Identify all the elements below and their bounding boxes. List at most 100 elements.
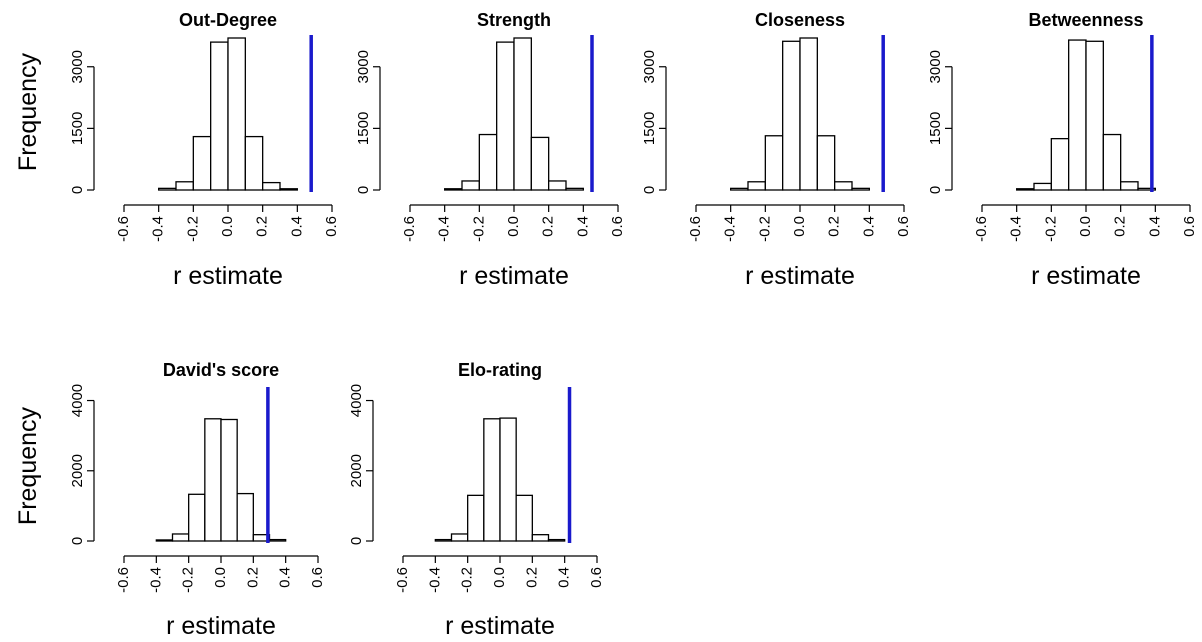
histogram-bar xyxy=(175,181,194,191)
x-tick-label: 0.4 xyxy=(1146,216,1163,237)
y-tick-label: 0 xyxy=(348,537,365,545)
y-tick-label: 3000 xyxy=(641,50,658,83)
x-tick-label: 0.4 xyxy=(860,216,877,237)
x-tick-label: -0.6 xyxy=(973,216,990,242)
x-tick-label: 0.2 xyxy=(540,216,557,237)
x-tick-label: 0.2 xyxy=(523,567,540,588)
x-tick-label: 0.0 xyxy=(791,216,808,237)
histogram-bar xyxy=(1120,181,1139,191)
x-tick-label: 0.0 xyxy=(491,567,508,588)
histogram-bar xyxy=(236,492,254,542)
y-tick-label: 2000 xyxy=(348,454,365,487)
x-tick-label: 0.0 xyxy=(212,567,229,588)
histogram-bar xyxy=(515,494,533,542)
histogram-bar xyxy=(782,40,801,191)
histogram-panel: David's score -0.6 -0.4 -0.2 0.0 0.2 0.4 0.6 0 20… xyxy=(14,360,326,640)
histogram-bar xyxy=(499,417,517,542)
histogram-bar xyxy=(155,539,174,542)
panel-title: David's score xyxy=(163,360,279,380)
x-tick-label: 0.4 xyxy=(556,567,573,588)
y-tick-label: 0 xyxy=(355,186,372,194)
x-axis-label: r estimate xyxy=(173,262,283,290)
x-axis-label: r estimate xyxy=(1031,262,1141,290)
histogram-bar xyxy=(210,41,229,191)
x-tick-label: -0.2 xyxy=(756,216,773,242)
histogram-bar xyxy=(531,534,550,542)
y-tick-label: 0 xyxy=(69,186,86,194)
y-tick-label: 0 xyxy=(69,537,86,545)
y-tick-label: 3000 xyxy=(355,50,372,83)
x-tick-label: 0.2 xyxy=(1112,216,1129,237)
x-tick-label: 0.6 xyxy=(609,216,626,237)
histogram-bar xyxy=(730,187,749,191)
histogram-bar xyxy=(1137,187,1156,191)
histogram-bar xyxy=(1102,133,1122,191)
x-tick-label: -0.6 xyxy=(394,567,411,593)
histogram-bar xyxy=(450,533,469,542)
histogram-bar xyxy=(1016,188,1035,191)
panel-title: Out-Degree xyxy=(179,10,277,30)
histogram-bar xyxy=(268,538,287,542)
panel-title: Betweenness xyxy=(1028,10,1143,30)
x-tick-label: -0.2 xyxy=(459,567,476,593)
histogram-panel: Elo-rating -0.6 -0.4 -0.2 0.0 0.2 0.4 0.6 0 2000 4… xyxy=(348,360,605,640)
x-tick-label: -0.4 xyxy=(426,567,443,593)
x-tick-label: -0.4 xyxy=(722,216,739,242)
x-tick-label: 0.6 xyxy=(895,216,912,237)
y-tick-label: 4000 xyxy=(69,384,86,417)
x-tick-label: -0.6 xyxy=(687,216,704,242)
histogram-panel: Strength -0.6 -0.4 -0.2 0.0 0.2 0.4 0.6 0 1500 300… xyxy=(355,10,626,290)
panel-title: Closeness xyxy=(755,10,845,30)
y-tick-label: 1500 xyxy=(927,112,944,145)
histogram-bar xyxy=(548,180,567,191)
histogram-bar xyxy=(434,538,453,542)
histogram-bar xyxy=(1068,39,1087,191)
y-tick-label: 1500 xyxy=(355,112,372,145)
histogram-panel: Closeness -0.6 -0.4 -0.2 0.0 0.2 0.4 0.6 0 1500 30… xyxy=(641,10,912,290)
histogram-bar xyxy=(204,418,222,542)
histogram-bar xyxy=(1050,137,1070,191)
y-tick-label: 1500 xyxy=(69,112,86,145)
histogram-bar xyxy=(244,135,264,191)
histogram-bar xyxy=(764,135,784,191)
histogram-bar xyxy=(192,135,212,191)
histogram-bar xyxy=(158,187,177,191)
histogram-bar xyxy=(478,133,498,191)
y-tick-label: 3000 xyxy=(69,50,86,83)
histogram-bar xyxy=(171,533,190,542)
panel-title: Strength xyxy=(477,10,551,30)
histogram-panel: Betweenness -0.6 -0.4 -0.2 0.0 0.2 0.4 0.6 0 1500… xyxy=(927,10,1198,290)
histogram-bar xyxy=(444,188,463,191)
x-tick-label: 0.2 xyxy=(826,216,843,237)
x-tick-label: 0.0 xyxy=(219,216,236,237)
x-axis-label: r estimate xyxy=(445,612,555,640)
y-tick-label: 0 xyxy=(641,186,658,194)
histogram-bar xyxy=(799,37,818,191)
x-tick-label: -0.6 xyxy=(115,216,132,242)
x-tick-label: 0.4 xyxy=(574,216,591,237)
histogram-bar xyxy=(483,418,501,542)
histogram-bar xyxy=(565,187,584,191)
x-tick-label: -0.4 xyxy=(1008,216,1025,242)
histogram-bar xyxy=(816,135,836,191)
x-tick-label: -0.2 xyxy=(184,216,201,242)
y-tick-label: 2000 xyxy=(69,454,86,487)
x-axis-label: r estimate xyxy=(166,612,276,640)
x-tick-label: 0.6 xyxy=(588,567,605,588)
panel-title: Elo-rating xyxy=(458,360,542,380)
histogram-bar xyxy=(1085,40,1104,191)
x-tick-label: -0.2 xyxy=(180,567,197,593)
histogram-bar xyxy=(851,187,870,191)
histogram-bar xyxy=(220,418,238,542)
y-tick-label: 1500 xyxy=(641,112,658,145)
x-tick-label: 0.4 xyxy=(288,216,305,237)
x-tick-label: 0.2 xyxy=(254,216,271,237)
histogram-panel: Out-Degree -0.6 -0.4 -0.2 0.0 0.2 0.4 0.6 0 1500 3… xyxy=(14,10,340,290)
x-axis-label: r estimate xyxy=(459,262,569,290)
histogram-bar xyxy=(496,41,515,191)
x-tick-label: 0.6 xyxy=(309,567,326,588)
x-tick-label: 0.6 xyxy=(1181,216,1198,237)
y-tick-label: 4000 xyxy=(348,384,365,417)
histogram-bar xyxy=(834,181,853,191)
x-axis-label: r estimate xyxy=(745,262,855,290)
